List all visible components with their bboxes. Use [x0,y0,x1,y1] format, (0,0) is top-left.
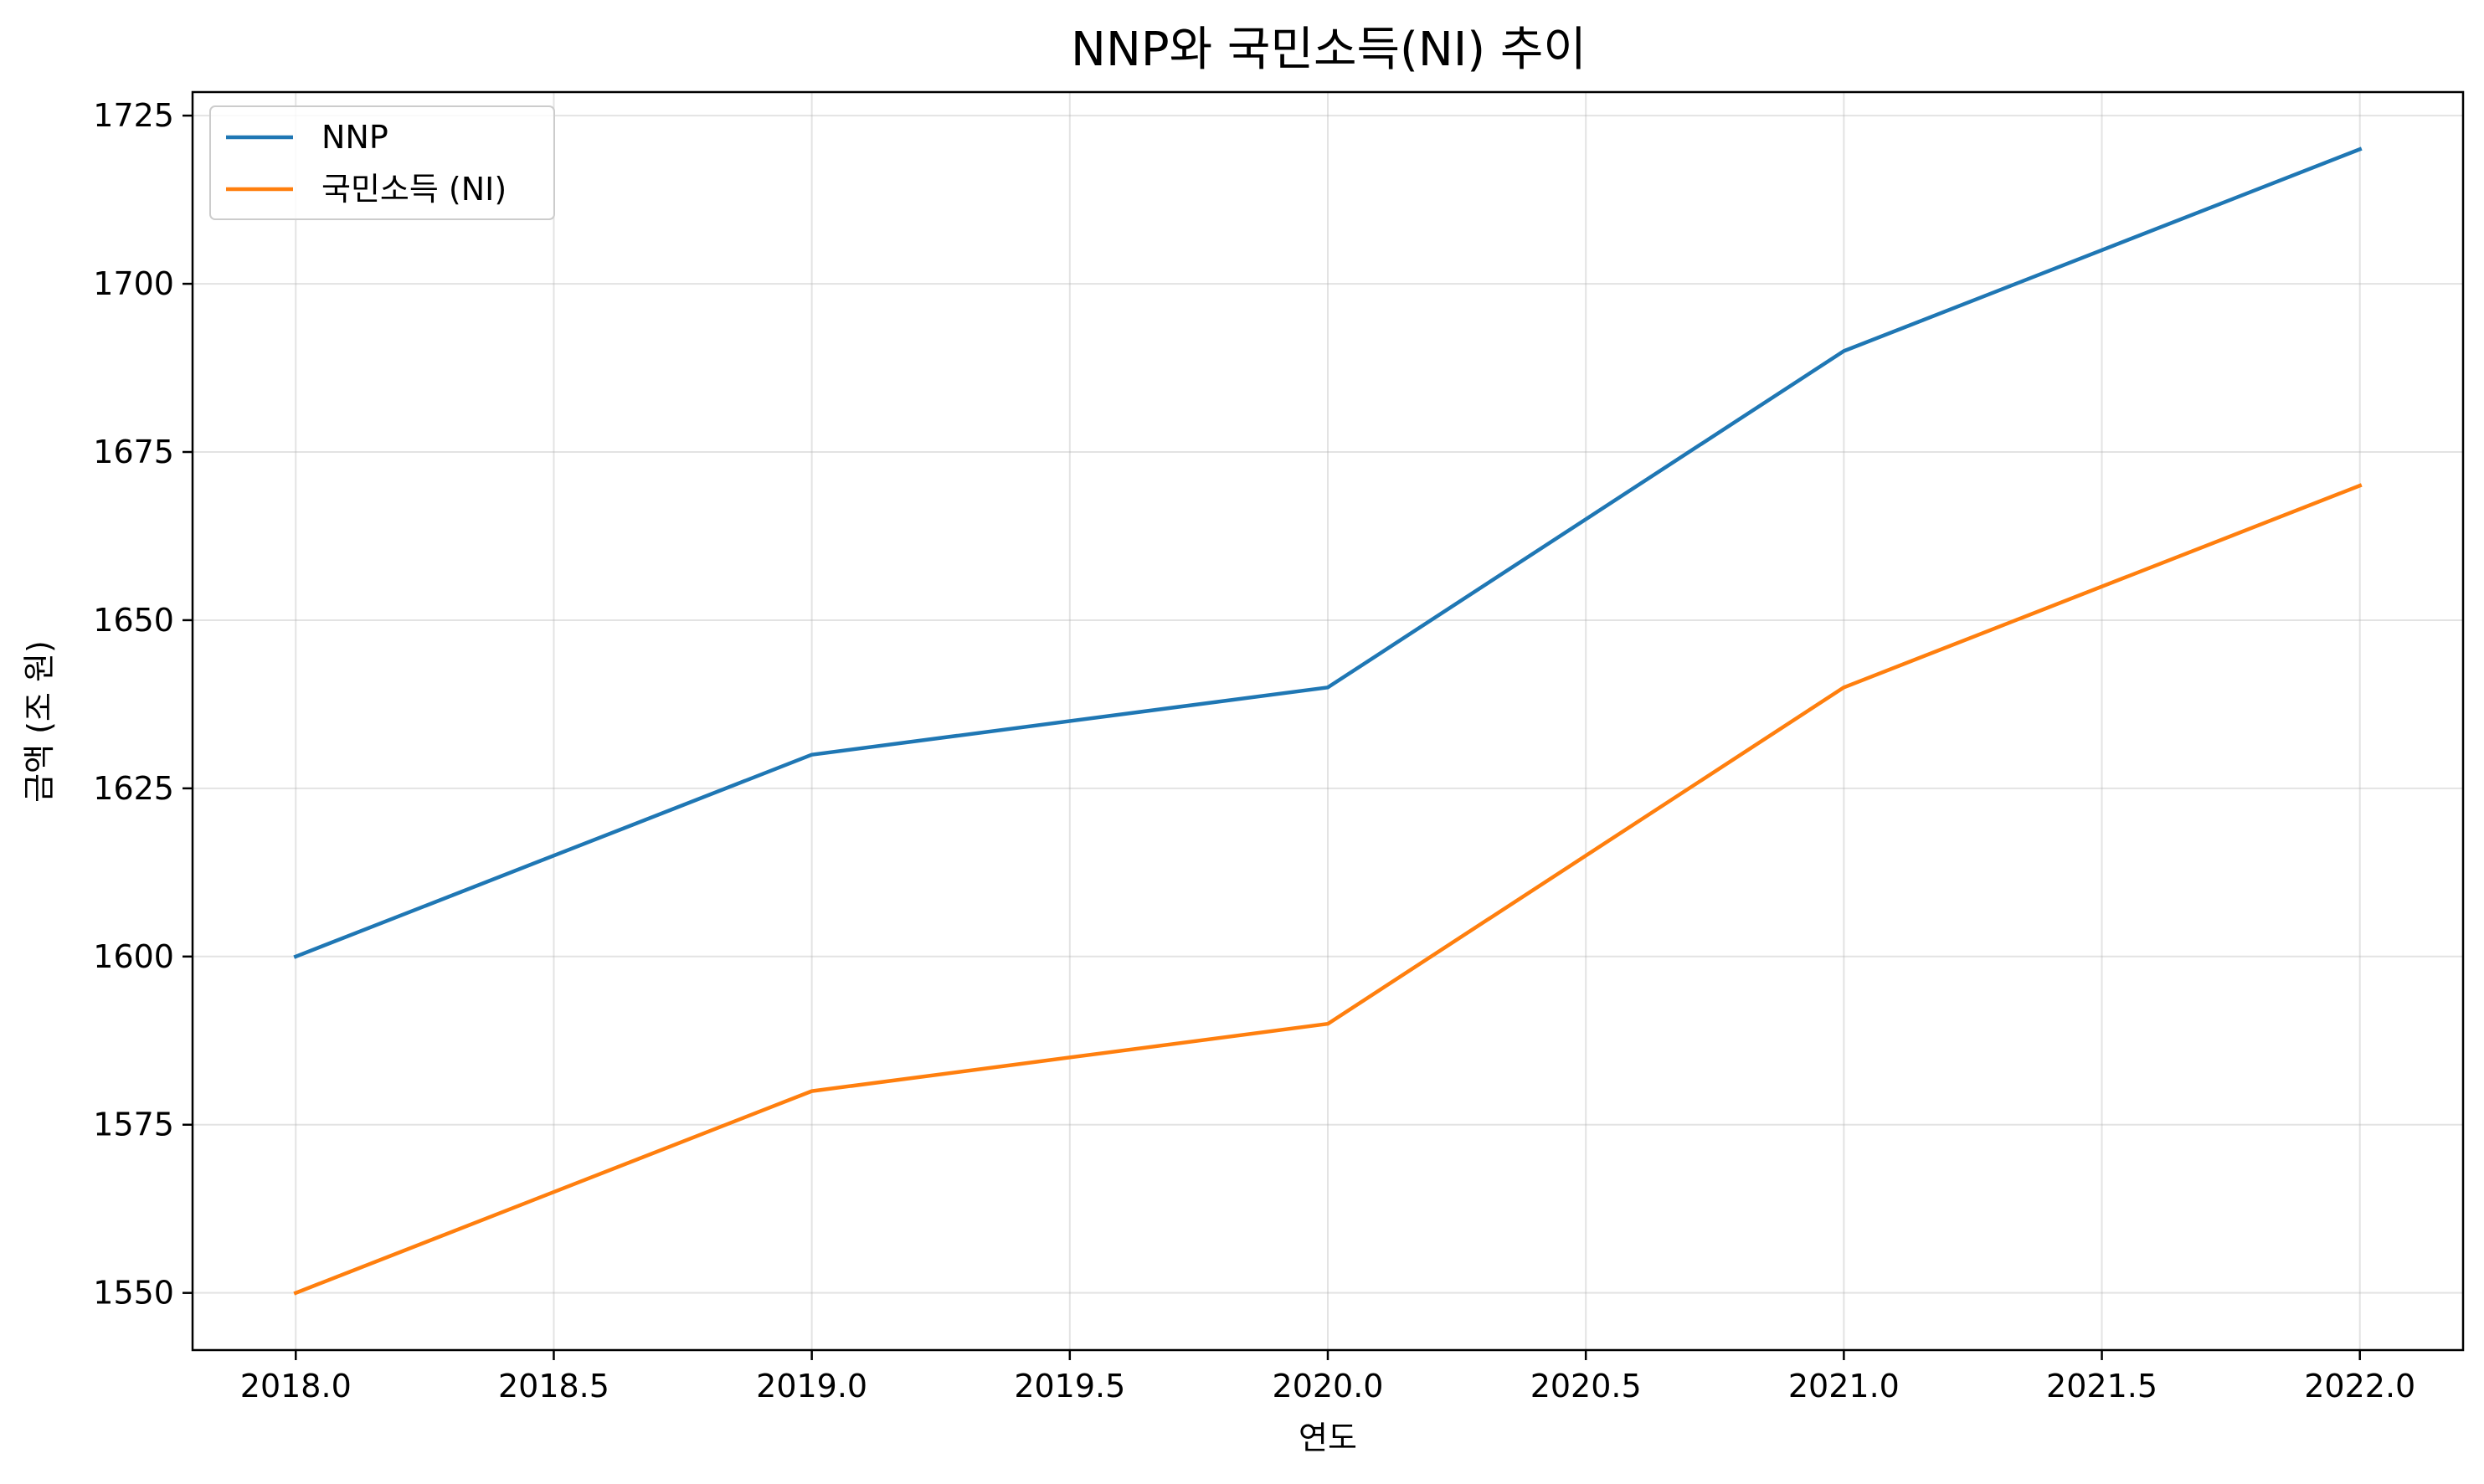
series-lines [293,146,2363,1296]
x-tick-label: 2020.0 [1273,1368,1384,1404]
x-tick-label: 2022.0 [2304,1368,2415,1404]
x-tick-label: 2021.5 [2046,1368,2157,1404]
y-tick-label: 1725 [93,97,174,134]
series-line-0 [293,146,2363,959]
y-tick-label: 1550 [93,1275,174,1312]
y-tick-label: 1600 [93,938,174,975]
series-line-1 [293,483,2363,1296]
legend: NNP 국민소득 (NI) [209,105,555,220]
y-axis-label: 금액 (조 원) [21,640,58,803]
x-tick-label: 2018.0 [240,1368,352,1404]
axis-ticks: 2018.0 2018.5 2019.0 2019.5 2020.0 2020.5 2021… [93,97,2415,1404]
chart-title: NNP와 국민소득(NI) 추이 [1071,23,1587,77]
x-axis-label: 연도 [1299,1420,1357,1456]
y-tick-label: 1575 [93,1107,174,1143]
x-tick-label: 2021.0 [1788,1368,1900,1404]
x-tick-label: 2019.0 [756,1368,867,1404]
legend-frame [209,105,555,220]
x-tick-label: 2020.5 [1530,1368,1642,1404]
grid-lines [193,92,2463,1350]
x-tick-label: 2019.5 [1014,1368,1125,1404]
y-tick-label: 1650 [93,602,174,639]
y-tick-label: 1700 [93,265,174,302]
y-tick-label: 1675 [93,434,174,470]
legend-label-0: NNP [321,119,388,156]
x-tick-label: 2018.5 [498,1368,609,1404]
y-tick-label: 1625 [93,770,174,807]
legend-label-1: 국민소득 (NI) [321,171,507,208]
